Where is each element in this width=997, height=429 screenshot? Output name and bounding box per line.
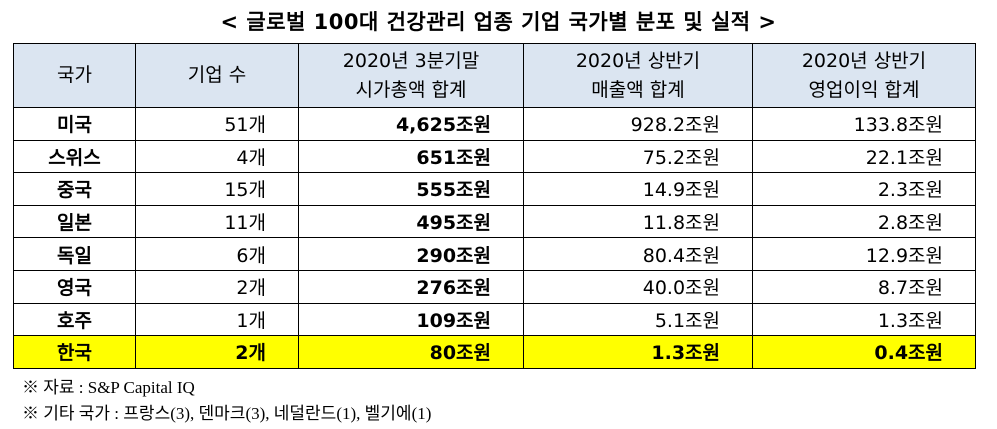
table-cell: 14.9조원 bbox=[523, 172, 753, 206]
table-cell: 1개 bbox=[135, 302, 299, 337]
table-cell: 80조원 bbox=[298, 335, 524, 369]
table-cell: 290조원 bbox=[298, 237, 524, 271]
table-cell: 15개 bbox=[135, 172, 299, 206]
header-line: 시가총액 합계 bbox=[355, 78, 467, 101]
table-cell: 일본 bbox=[13, 204, 136, 239]
table-cell: 스위스 bbox=[13, 139, 136, 174]
table-cell: 8.7조원 bbox=[752, 269, 976, 304]
table-row: 중국 15개 555조원 14.9조원 2.3조원 bbox=[13, 172, 976, 206]
table-cell: 109조원 bbox=[298, 302, 524, 337]
table-cell: 51개 bbox=[135, 107, 299, 141]
header-line: 매출액 합계 bbox=[591, 78, 685, 101]
table-cell: 11.8조원 bbox=[523, 204, 753, 239]
header-cell: 기업 수 bbox=[135, 43, 299, 108]
table-cell: 133.8조원 bbox=[752, 107, 976, 141]
table-cell: 2개 bbox=[135, 335, 299, 369]
header-line: 2020년 3분기말 bbox=[342, 49, 480, 72]
table-cell: 한국 bbox=[13, 335, 136, 369]
footnote: ※ 기타 국가 : 프랑스(3), 덴마크(3), 네덜란드(1), 벨기에(1… bbox=[22, 404, 432, 423]
table-row: 일본 11개 495조원 11.8조원 2.8조원 bbox=[13, 204, 976, 239]
table-row: 스위스 4개 651조원 75.2조원 22.1조원 bbox=[13, 139, 976, 174]
table-cell: 12.9조원 bbox=[752, 237, 976, 271]
table-row: 호주 1개 109조원 5.1조원 1.3조원 bbox=[13, 302, 976, 337]
table-cell: 80.4조원 bbox=[523, 237, 753, 271]
header-line: 기업 수 bbox=[187, 64, 247, 86]
table-cell: 2.8조원 bbox=[752, 204, 976, 239]
table-cell: 0.4조원 bbox=[752, 335, 976, 369]
table-cell: 4개 bbox=[135, 139, 299, 174]
table-cell: 중국 bbox=[13, 172, 136, 206]
table-cell: 4,625조원 bbox=[298, 107, 524, 141]
table-cell: 미국 bbox=[13, 107, 136, 141]
header-line: 2020년 상반기 bbox=[801, 49, 927, 72]
data-table: 국가 기업 수 2020년 3분기말 시가총액 합계 2020년 상반기 매출액 합계 20… bbox=[13, 43, 976, 369]
table-cell: 2개 bbox=[135, 269, 299, 304]
table-row: 한국 2개 80조원 1.3조원 0.4조원 bbox=[13, 335, 976, 369]
table-cell: 2.3조원 bbox=[752, 172, 976, 206]
table-cell: 1.3조원 bbox=[523, 335, 753, 369]
header-line: 국가 bbox=[57, 64, 92, 86]
footnote: ※ 자료 : S&P Capital IQ bbox=[22, 378, 195, 397]
table-body: 미국 51개 4,625조원 928.2조원 133.8조원 스위스 4개 651조원 75.2… bbox=[13, 107, 976, 369]
table-cell: 40.0조원 bbox=[523, 269, 753, 304]
table-cell: 495조원 bbox=[298, 204, 524, 239]
table-cell: 호주 bbox=[13, 302, 136, 337]
header-line: 2020년 상반기 bbox=[575, 49, 701, 72]
table-cell: 5.1조원 bbox=[523, 302, 753, 337]
table-cell: 555조원 bbox=[298, 172, 524, 206]
header-row: 국가 기업 수 2020년 3분기말 시가총액 합계 2020년 상반기 매출액 합계 20… bbox=[13, 43, 976, 108]
table-cell: 영국 bbox=[13, 269, 136, 304]
table-cell: 651조원 bbox=[298, 139, 524, 174]
table-cell: 75.2조원 bbox=[523, 139, 753, 174]
table-row: 독일 6개 290조원 80.4조원 12.9조원 bbox=[13, 237, 976, 271]
header-line: 영업이익 합계 bbox=[808, 78, 920, 101]
header-cell: 국가 bbox=[13, 43, 136, 108]
table-cell: 1.3조원 bbox=[752, 302, 976, 337]
table-cell: 독일 bbox=[13, 237, 136, 271]
table-cell: 276조원 bbox=[298, 269, 524, 304]
table-row: 미국 51개 4,625조원 928.2조원 133.8조원 bbox=[13, 107, 976, 141]
table-row: 영국 2개 276조원 40.0조원 8.7조원 bbox=[13, 269, 976, 304]
table-cell: 928.2조원 bbox=[523, 107, 753, 141]
table-cell: 6개 bbox=[135, 237, 299, 271]
table-cell: 22.1조원 bbox=[752, 139, 976, 174]
table-cell: 11개 bbox=[135, 204, 299, 239]
title: < 글로벌 100대 건강관리 업종 기업 국가별 분포 및 실적 > bbox=[220, 10, 777, 34]
